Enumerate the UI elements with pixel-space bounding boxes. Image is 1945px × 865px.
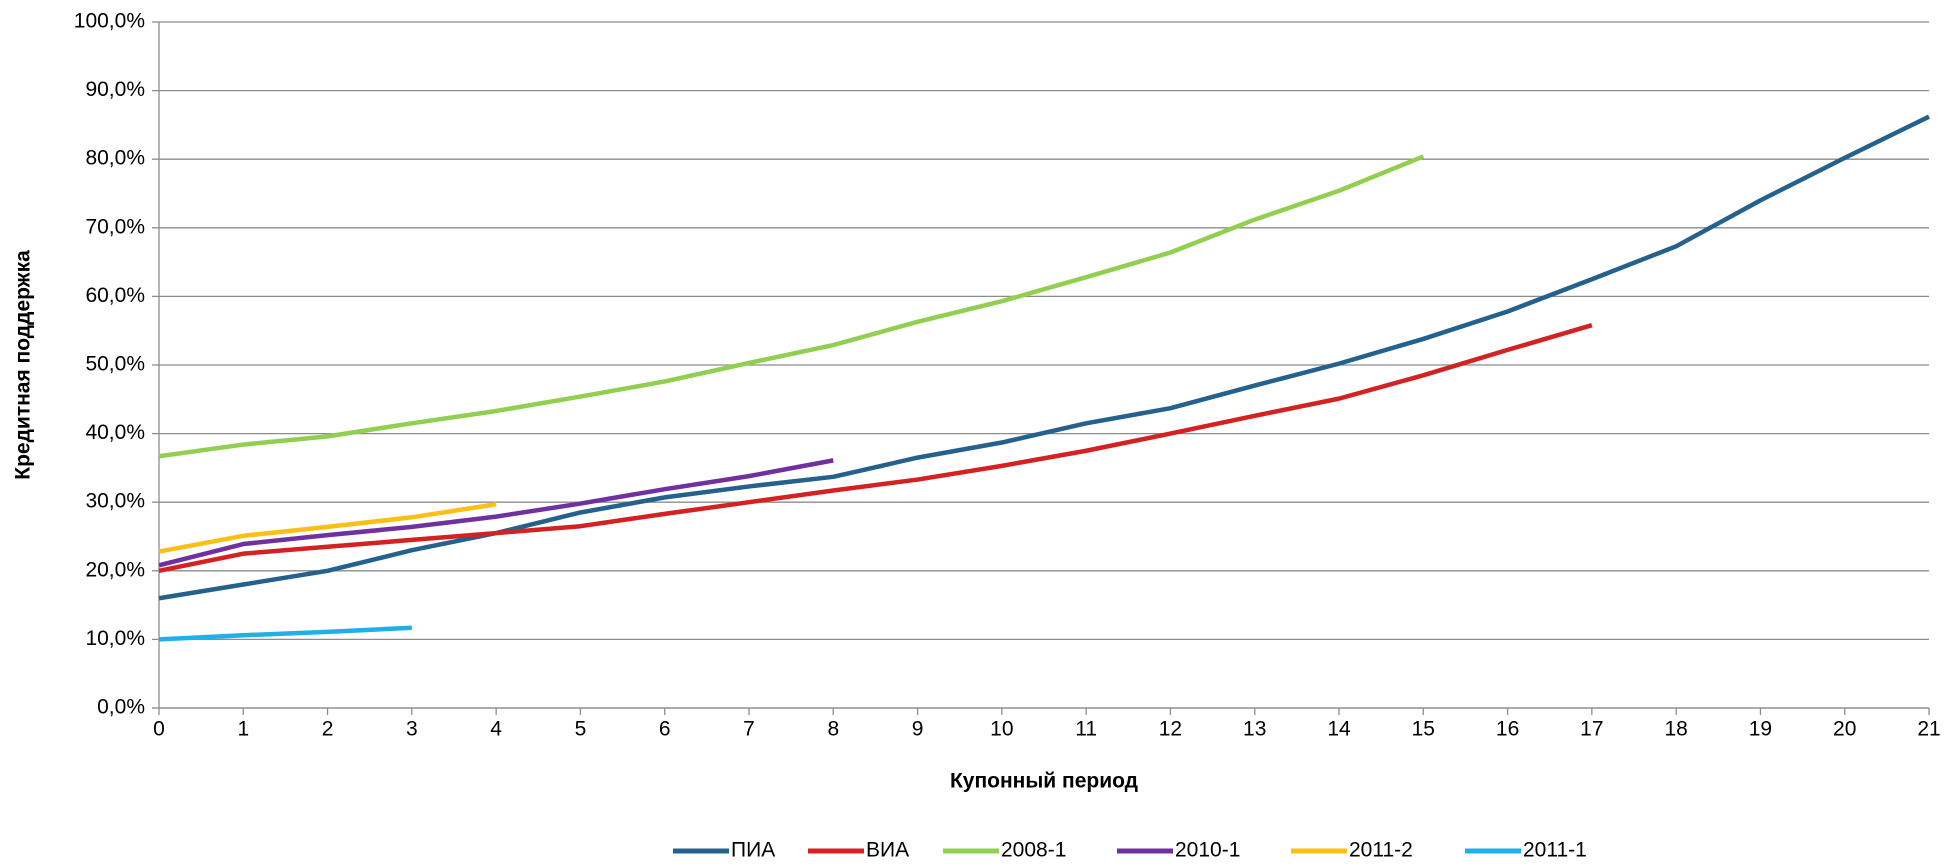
legend-label: 2011-1 [1523, 839, 1587, 862]
series-line [158, 502, 497, 554]
x-tick-label: 19 [1749, 718, 1772, 741]
x-tick-label: 5 [575, 718, 587, 741]
x-tick-label: 20 [1833, 718, 1856, 741]
x-tick-label: 8 [827, 718, 839, 741]
x-tick-label: 0 [153, 718, 165, 741]
y-tick-label: 0,0% [97, 696, 145, 719]
legend-label: ВИА [866, 839, 909, 862]
legend-label: 2008-1 [1001, 839, 1066, 862]
y-tick-label: 80,0% [85, 147, 145, 170]
series-line [158, 114, 1930, 601]
y-tick-label: 70,0% [85, 215, 145, 238]
x-tick-label: 11 [1075, 718, 1097, 741]
legend-label: ПИА [731, 839, 775, 862]
y-tick-label: 90,0% [85, 78, 145, 101]
y-tick-label: 20,0% [85, 558, 145, 581]
x-tick-label: 13 [1243, 718, 1266, 741]
y-axis-label: Кредитная поддержка [12, 250, 35, 480]
x-axis-label: Купонный период [950, 770, 1138, 793]
x-tick-label: 4 [490, 718, 502, 741]
x-tick-label: 18 [1664, 718, 1687, 741]
x-tick-label: 7 [743, 718, 755, 741]
x-tick-label: 16 [1496, 718, 1519, 741]
series-line [158, 458, 834, 568]
series-line [158, 625, 412, 642]
series-line [158, 323, 1593, 574]
legend-label: 2011-2 [1349, 839, 1413, 862]
x-tick-label: 10 [990, 718, 1013, 741]
x-tick-label: 17 [1580, 718, 1603, 741]
x-tick-label: 12 [1159, 718, 1182, 741]
y-tick-label: 30,0% [85, 490, 145, 513]
x-tick-label: 9 [912, 718, 924, 741]
x-tick-label: 21 [1917, 718, 1940, 741]
y-tick-label: 100,0% [74, 10, 145, 33]
x-tick-label: 2 [322, 718, 334, 741]
legend-label: 2010-1 [1175, 839, 1240, 862]
x-tick-label: 14 [1327, 718, 1351, 741]
y-tick-label: 60,0% [85, 284, 145, 307]
series-line [158, 154, 1425, 459]
x-tick-label: 15 [1412, 718, 1435, 741]
x-tick-label: 1 [237, 718, 249, 741]
x-tick-label: 3 [406, 718, 418, 741]
y-tick-label: 10,0% [85, 627, 145, 650]
x-tick-label: 6 [659, 718, 671, 741]
y-tick-label: 40,0% [85, 421, 145, 444]
y-tick-label: 50,0% [85, 353, 145, 376]
